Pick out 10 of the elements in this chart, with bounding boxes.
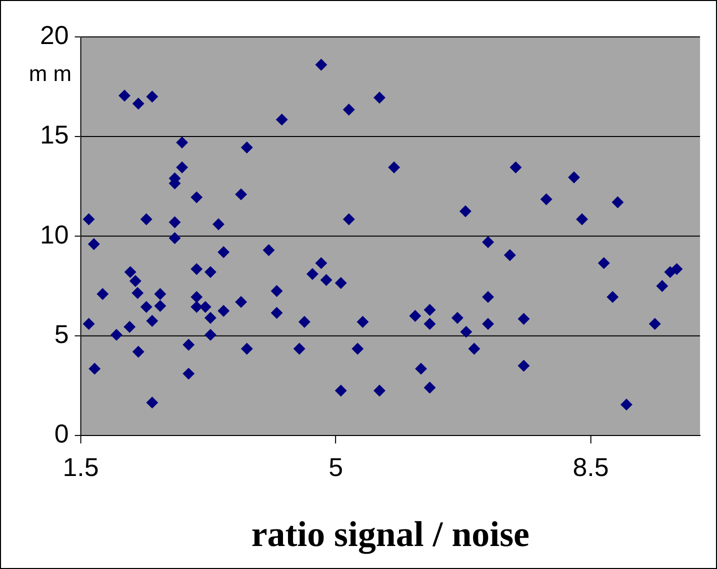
- y-tick-label: 5: [54, 320, 69, 349]
- x-tick-label: 1.5: [62, 454, 99, 482]
- x-axis-title: ratio signal / noise: [251, 514, 530, 554]
- y-tick-label: 20: [40, 22, 69, 50]
- x-tick-label: 8.5: [572, 454, 609, 482]
- y-tick-label: 15: [40, 122, 69, 150]
- y-tick-label: 10: [40, 221, 69, 250]
- x-tick-label: 5: [328, 454, 343, 482]
- y-axis-title: m m: [28, 60, 72, 86]
- y-tick-label: 0: [54, 420, 69, 449]
